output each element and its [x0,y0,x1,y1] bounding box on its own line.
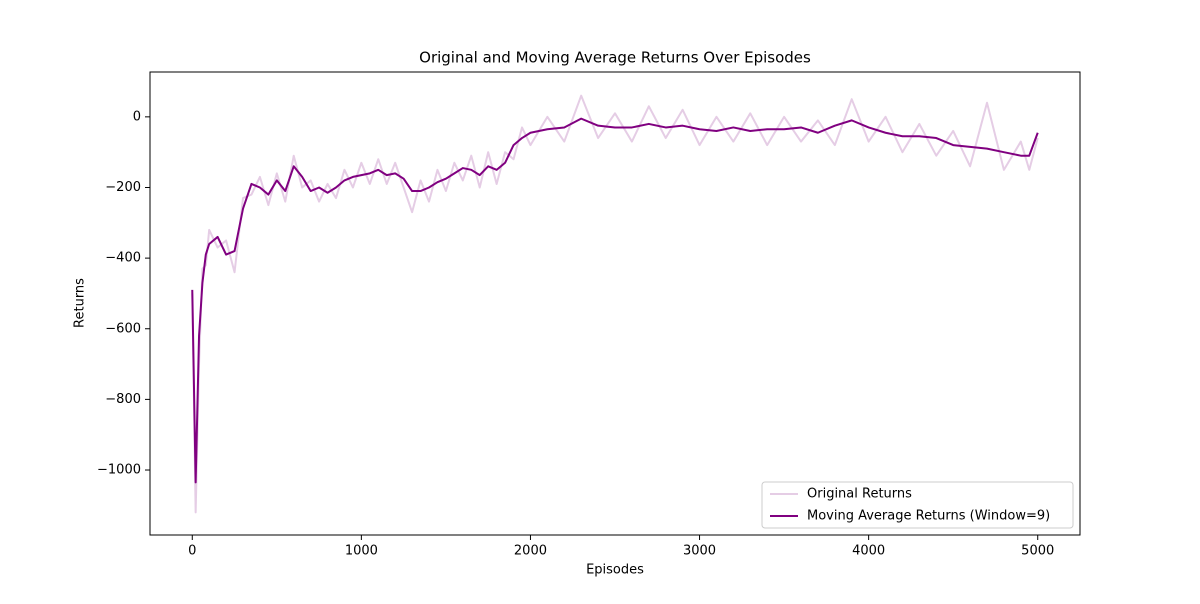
y-axis-label: Returns [73,278,88,328]
y-tick-label: −800 [105,392,141,407]
series-line [191,117,1039,484]
y-tick-label: −600 [105,321,141,336]
legend-label: Original Returns [807,487,912,502]
y-tick-label: −400 [105,251,141,266]
y-tick-label: 0 [133,109,141,124]
x-tick-label: 2000 [514,544,547,559]
x-tick-label: 1000 [345,544,378,559]
x-tick-label: 4000 [852,544,885,559]
legend-box [761,481,1074,529]
x-tick-label: 3000 [683,544,716,559]
x-tick-label: 5000 [1021,544,1054,559]
x-tick-label: 0 [188,544,196,559]
legend-label: Moving Average Returns (Window=9) [807,509,1050,524]
x-axis-label: Episodes [586,563,644,578]
series-line [191,94,1039,514]
chart-title: Original and Moving Average Returns Over… [419,49,811,67]
y-tick-label: −1000 [97,463,141,478]
y-tick-label: −200 [105,180,141,195]
plot-frame [149,71,1081,536]
